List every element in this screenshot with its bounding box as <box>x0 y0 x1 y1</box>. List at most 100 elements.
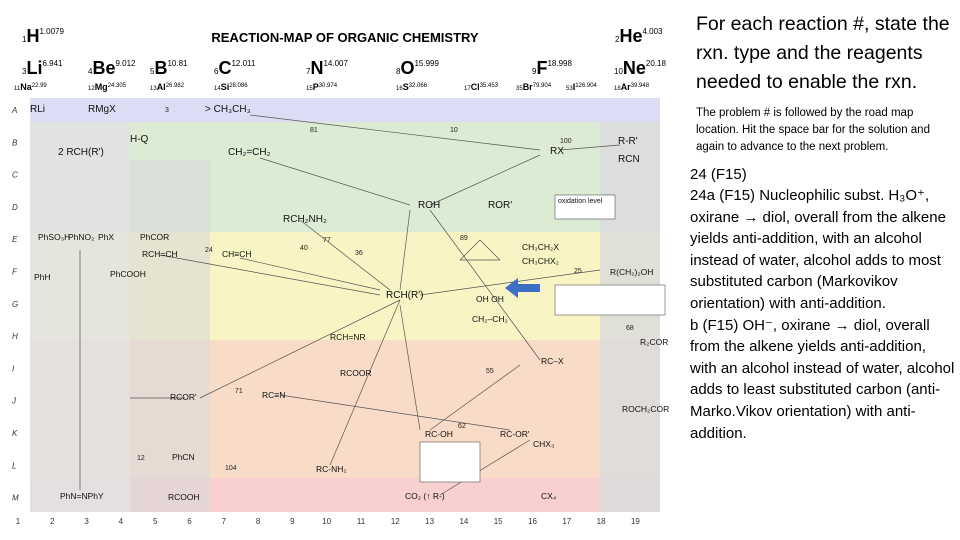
atomic-mass: 79.904 <box>533 83 552 89</box>
note-box <box>419 441 481 483</box>
element: 53I126.904 <box>566 82 598 92</box>
atomic-mass: 1.0079 <box>39 27 64 36</box>
reaction-number: 68 <box>626 325 634 332</box>
atomic-mass: 20.18 <box>646 59 667 68</box>
element: 12Mg24.305 <box>88 82 127 92</box>
row-label: F <box>12 268 18 277</box>
element: 11Na22.99 <box>14 82 47 92</box>
atomic-mass: 35.453 <box>480 83 499 89</box>
column-label: 5 <box>153 517 158 526</box>
compound-label: CH₂–CH₂ <box>472 314 508 324</box>
atomic-mass: 10.81 <box>167 59 188 68</box>
row-label: D <box>12 203 18 212</box>
column-label: 9 <box>290 517 295 526</box>
atomic-mass: 4.003 <box>642 27 663 36</box>
element-symbol: I <box>573 82 576 92</box>
right-column <box>600 122 660 512</box>
solution-a: 24a (F15) Nucleophilic subst. H₃O⁺, oxir… <box>690 187 946 312</box>
atomic-mass: 18.998 <box>547 59 572 68</box>
element-symbol: Be <box>92 58 115 78</box>
compound-label: PhCOR <box>140 232 169 242</box>
compound-label: PhN=NPhY <box>60 491 104 501</box>
element-symbol: Ar <box>621 82 631 92</box>
note-box <box>554 194 616 220</box>
compound-label: R₂COR <box>640 337 668 347</box>
reaction-number: 36 <box>355 250 363 257</box>
row-label: I <box>12 364 15 373</box>
band-a <box>30 98 660 122</box>
compound-label: RC-OH <box>425 429 453 439</box>
atomic-mass: 22.99 <box>32 83 48 89</box>
compound-label: CH≡CH <box>222 249 252 259</box>
atomic-number: 35 <box>516 86 523 92</box>
element: 6C12.011 <box>214 58 256 78</box>
compound-label: RC–X <box>541 356 564 366</box>
element-symbol: Li <box>26 58 42 78</box>
atomic-number: 9 <box>532 67 537 76</box>
element: 18Ar39.948 <box>614 82 650 92</box>
compound-label: R-R' <box>618 136 638 147</box>
atomic-mass: 126.904 <box>575 83 597 89</box>
element-symbol: H <box>26 26 39 46</box>
compound-label: RX <box>550 146 564 157</box>
atomic-number: 13 <box>150 86 157 92</box>
compound-label: RCOOH <box>168 492 200 502</box>
row-label: H <box>12 332 18 341</box>
reaction-number: 55 <box>486 368 494 375</box>
column-label: 11 <box>357 517 366 526</box>
compound-label: PhCN <box>172 452 195 462</box>
column-label: 8 <box>256 517 261 526</box>
element: 16S32.066 <box>396 82 428 92</box>
column-label: 14 <box>459 517 468 526</box>
column-label: 2 <box>50 517 55 526</box>
text-panel: For each reaction #, state the rxn. type… <box>690 10 955 444</box>
atomic-number: 10 <box>614 67 623 76</box>
element: 14Si28.086 <box>214 82 248 92</box>
compound-label: ROR' <box>488 200 512 211</box>
compound-label: PhH <box>34 272 51 282</box>
atomic-mass: 6.941 <box>42 59 63 68</box>
atomic-mass: 24.305 <box>108 83 127 89</box>
reaction-number: 100 <box>560 138 572 145</box>
solution: 24a (F15) Nucleophilic subst. H₃O⁺, oxir… <box>690 185 955 444</box>
solution-b: b (F15) OH⁻, oxirane → diol, overall fro… <box>690 316 955 442</box>
compound-label: PhX <box>98 232 114 242</box>
atomic-number: 3 <box>22 67 27 76</box>
element-symbol: B <box>154 58 167 78</box>
atomic-number: 18 <box>614 86 621 92</box>
atomic-number: 15 <box>306 86 313 92</box>
reaction-number: 10 <box>450 127 458 134</box>
atomic-number: 1 <box>22 35 27 44</box>
compound-label: RCH=NR <box>330 332 366 342</box>
compound-label: CH₃CHX₂ <box>522 256 559 266</box>
compound-label: RCH(R') <box>386 290 423 301</box>
compound-label: CH₃CH₂X <box>522 242 559 252</box>
compound-label: RLi <box>30 104 45 115</box>
element: 1H1.0079 <box>22 26 64 46</box>
compound-label: 2 RCH(R') <box>58 147 104 158</box>
atomic-mass: 14.007 <box>323 59 348 68</box>
row-label: L <box>12 461 16 470</box>
element-symbol: F <box>536 58 547 78</box>
compound-label: RMgX <box>88 104 116 115</box>
reaction-number: 81 <box>310 127 318 134</box>
compound-label: RCOR' <box>170 392 197 402</box>
compound-label: RC-NH₂ <box>316 464 347 474</box>
column-label: 19 <box>631 517 640 526</box>
compound-label: RC≡N <box>262 390 285 400</box>
atomic-number: 4 <box>88 67 93 76</box>
compound-label: PhNO₂ <box>68 232 94 242</box>
column-label: 13 <box>425 517 434 526</box>
column-label: 10 <box>322 517 331 526</box>
atomic-number: 5 <box>150 67 155 76</box>
compound-label: RCH₂NH₂ <box>283 214 327 225</box>
column-label: 12 <box>391 517 400 526</box>
compound-label: CO₂ (↑ R-) <box>405 491 445 501</box>
problem-number: 24 (F15) <box>690 166 747 183</box>
compound-label: CHX₃ <box>533 439 554 449</box>
atomic-number: 7 <box>306 67 311 76</box>
row-label: B <box>12 138 18 147</box>
element: 10Ne20.18 <box>614 58 666 78</box>
atomic-number: 16 <box>396 86 403 92</box>
